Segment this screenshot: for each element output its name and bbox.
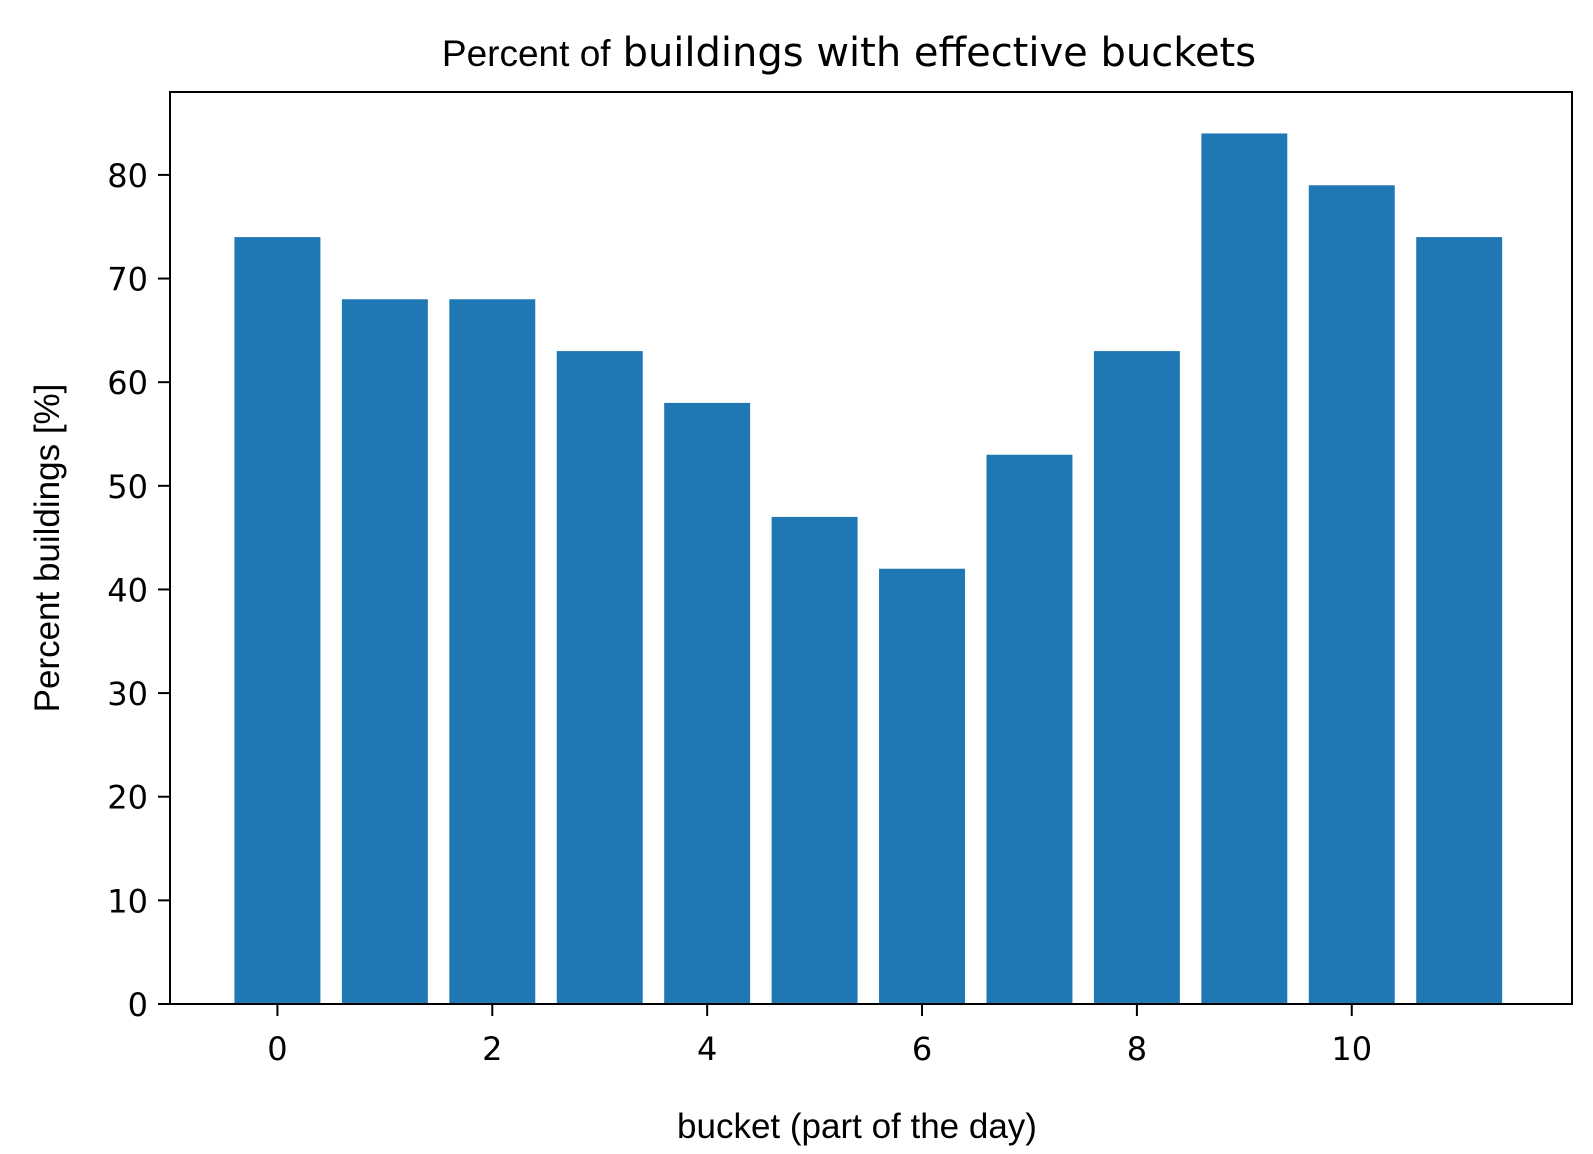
x-tick-label-2: 2 xyxy=(482,1030,502,1068)
y-tick-label-60: 60 xyxy=(107,364,148,402)
x-axis-label: bucket (part of the day) xyxy=(677,1107,1037,1146)
x-tick-label-4: 4 xyxy=(697,1030,717,1068)
y-tick-label-10: 10 xyxy=(107,882,148,920)
y-tick-label-80: 80 xyxy=(107,157,148,195)
bar-5 xyxy=(771,516,858,1004)
x-tick-label-0: 0 xyxy=(267,1030,287,1068)
chart-title-lead: Percent of xyxy=(442,33,611,74)
bar-7 xyxy=(986,454,1073,1004)
y-tick-label-20: 20 xyxy=(107,779,148,817)
bar-8 xyxy=(1093,351,1180,1004)
bar-0 xyxy=(234,237,321,1004)
y-tick-label-70: 70 xyxy=(107,261,148,299)
bars-group xyxy=(234,133,1503,1005)
bar-11 xyxy=(1416,237,1503,1004)
y-axis-ticks: 0 10 20 30 40 50 60 70 80 xyxy=(107,157,170,1024)
y-tick-label-50: 50 xyxy=(107,468,148,506)
x-tick-label-6: 6 xyxy=(912,1030,932,1068)
x-axis-ticks: 0 2 4 6 8 10 xyxy=(267,1004,1372,1068)
y-tick-label-30: 30 xyxy=(107,675,148,713)
y-tick-label-0: 0 xyxy=(128,986,148,1024)
bar-2 xyxy=(449,299,536,1005)
chart-title-rest: buildings with effective buckets xyxy=(623,30,1257,76)
y-tick-label-40: 40 xyxy=(107,571,148,609)
bar-1 xyxy=(341,299,428,1005)
chart-title: Percent of buildings with effective bucke… xyxy=(442,30,1256,76)
x-tick-label-8: 8 xyxy=(1127,1030,1147,1068)
y-axis-label: Percent buildings [%] xyxy=(28,384,67,713)
bar-9 xyxy=(1201,133,1288,1005)
bar-3 xyxy=(556,351,643,1004)
x-tick-label-10: 10 xyxy=(1331,1030,1372,1068)
bar-4 xyxy=(664,402,751,1005)
plot-area-frame xyxy=(169,91,1573,1005)
bar-10 xyxy=(1308,185,1395,1005)
bar-6 xyxy=(879,568,966,1004)
